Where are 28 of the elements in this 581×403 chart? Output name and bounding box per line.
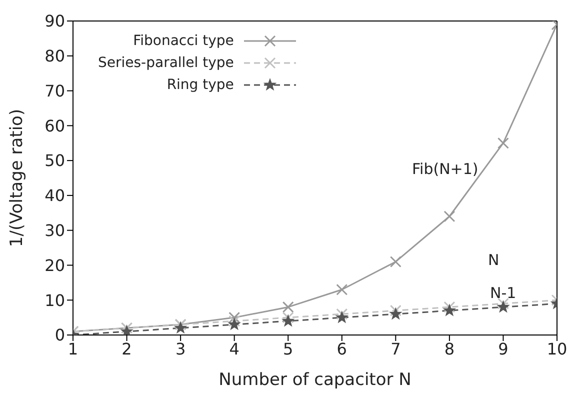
x-tick-label: 3: [175, 339, 186, 358]
y-tick-label: 70: [44, 81, 65, 100]
y-tick-label: 90: [44, 12, 65, 31]
annotation: N: [488, 251, 500, 269]
x-axis-title: Number of capacitor N: [218, 370, 412, 390]
y-tick-label: 20: [44, 256, 65, 275]
y-tick-label: 40: [44, 186, 65, 206]
x-tick-label: 1: [68, 339, 78, 358]
x-tick-label: 2: [122, 339, 132, 358]
y-tick-label: 60: [44, 116, 65, 136]
x-tick-label: 5: [283, 339, 294, 358]
y-tick-label: 0: [54, 326, 65, 345]
y-tick-label: 80: [44, 46, 65, 66]
y-tick-label: 10: [44, 290, 65, 310]
x-tick-label: 8: [444, 339, 455, 358]
y-tick-label: 50: [44, 151, 65, 170]
x-tick-label: 4: [229, 339, 240, 358]
legend-label: Series-parallel type: [98, 55, 234, 71]
annotation: N-1: [490, 284, 516, 302]
y-tick-label: 30: [44, 221, 65, 240]
x-tick-label: 6: [336, 339, 347, 358]
x-tick-label: 9: [498, 339, 508, 358]
y-axis-title: 1/(Voltage ratio): [7, 108, 28, 248]
x-tick-label: 7: [390, 339, 401, 358]
annotation: Fib(N+1): [412, 160, 478, 178]
legend-label: Fibonacci type: [133, 33, 234, 49]
x-tick-label: 10: [546, 339, 568, 358]
legend-label: Ring type: [166, 77, 234, 93]
